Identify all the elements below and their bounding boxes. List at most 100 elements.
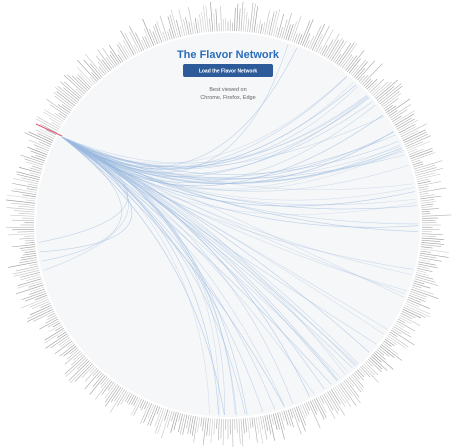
ingredient-label: [321, 45, 328, 56]
ingredient-label: [350, 375, 364, 391]
ingredient-label: [309, 400, 317, 415]
ingredient-label: [16, 280, 43, 289]
ingredient-label: [416, 269, 427, 273]
ingredient-label: [205, 6, 209, 33]
button-background[interactable]: [183, 64, 273, 77]
ingredient-label: [299, 404, 306, 419]
ingredient-label: [169, 14, 177, 39]
ingredient-label: [368, 82, 378, 92]
ingredient-label: [92, 373, 104, 387]
flavor-link: [61, 136, 417, 215]
ingredient-label: [417, 267, 433, 272]
ingredient-label: [55, 87, 77, 105]
ingredient-label: [92, 369, 99, 377]
ingredient-label: [45, 333, 68, 349]
ingredient-label: [6, 207, 35, 211]
flavor-link: [39, 136, 133, 253]
ingredient-label: [20, 154, 45, 164]
ingredient-label: [303, 403, 310, 415]
flavor-link: [61, 136, 225, 416]
ingredient-label: [240, 1, 244, 32]
ingredient-label: [25, 199, 36, 202]
ingredient-label: [189, 415, 194, 434]
ingredient-label: [96, 372, 103, 379]
ingredient-label: [149, 405, 159, 427]
ingredient-label: [264, 415, 269, 431]
ingredient-label: [105, 384, 118, 403]
ingredient-label: [43, 111, 63, 124]
load-button[interactable]: Load the Flavor Network: [183, 64, 273, 77]
ingredient-label: [140, 402, 151, 424]
ingredient-label: [364, 361, 379, 376]
ingredient-label: [303, 33, 311, 47]
ingredient-label: [258, 416, 263, 444]
ingredient-label: [180, 26, 184, 37]
ingredient-label: [361, 63, 383, 85]
ingredient-label: [419, 255, 437, 259]
ingredient-label: [133, 398, 143, 416]
ingredient-label: [255, 24, 258, 34]
ingredient-label: [21, 248, 36, 251]
ingredient-label: [268, 414, 275, 441]
ingredient-label: [109, 389, 126, 413]
flavor-link: [61, 136, 356, 367]
ingredient-label: [194, 17, 198, 34]
ingredient-label: [8, 261, 38, 268]
ingredient-label: [238, 418, 241, 445]
ingredient-label: [420, 244, 442, 247]
ingredient-label: [53, 322, 61, 328]
ingredient-label: [363, 78, 372, 87]
ingredient-label: [311, 23, 326, 51]
ingredient-label: [369, 78, 385, 93]
ingredient-label: [375, 79, 398, 100]
ingredient-label: [76, 76, 90, 90]
ingredient-label: [405, 302, 431, 315]
ingredient-label: [378, 83, 402, 103]
ingredient-label: [253, 6, 258, 33]
ingredient-label: [380, 344, 403, 361]
ingredient-label: [209, 18, 211, 32]
ingredient-label: [357, 60, 376, 81]
ingredient-label: [289, 21, 297, 42]
flavor-link: [61, 136, 404, 298]
ingredient-label: [54, 95, 73, 110]
ingredient-label: [27, 308, 54, 322]
ingredient-label: [417, 180, 432, 185]
ingredient-label: [179, 414, 186, 435]
button-label[interactable]: Load the Flavor Network: [199, 69, 258, 75]
ingredient-label: [38, 141, 51, 148]
ingredient-label: [421, 239, 441, 243]
ingredient-label: [388, 110, 398, 117]
ingredient-label: [210, 1, 214, 32]
ingredient-label: [396, 118, 415, 130]
ingredient-label: [406, 141, 424, 150]
ingredient-label: [421, 214, 452, 217]
ingredient-label: [373, 81, 393, 98]
ingredient-label: [48, 324, 62, 333]
ingredient-label: [407, 298, 430, 309]
ingredient-label: [96, 56, 109, 73]
ingredient-label: [353, 61, 368, 78]
ingredient-label: [369, 357, 383, 370]
ingredient-label: [26, 161, 43, 168]
flavor-links: [38, 44, 419, 416]
ingredient-label: [404, 304, 431, 318]
ingredient-label: [89, 63, 103, 78]
ingredient-label: [407, 148, 418, 154]
ingredient-label: [238, 8, 241, 32]
ingredient-label: [110, 386, 122, 403]
ingredient-label: [120, 391, 129, 405]
ingredient-label: [370, 355, 388, 371]
ingredient-label: [332, 40, 347, 63]
ingredient-label: [393, 326, 412, 338]
ingredient-label: [24, 250, 36, 253]
ingredient-label: [390, 329, 415, 346]
ingredient-label: [379, 85, 403, 105]
ingredient-label: [24, 235, 35, 237]
ingredient-label: [60, 81, 81, 100]
flavor-link: [61, 136, 417, 206]
ingredient-label: [34, 294, 48, 301]
ingredient-label: [421, 237, 444, 240]
ingredient-label: [173, 412, 179, 431]
